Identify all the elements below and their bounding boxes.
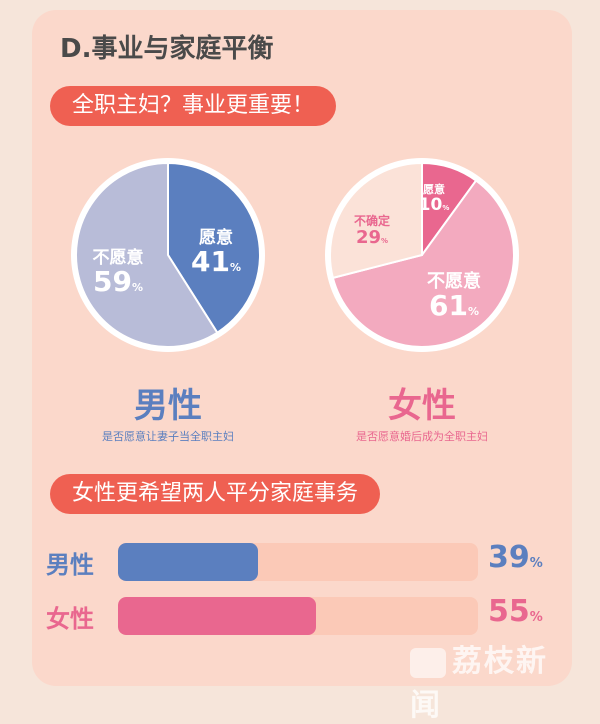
female-slice-value-1: 61%: [429, 289, 479, 322]
bar-value-female-pct-sign: %: [529, 610, 543, 625]
female-slice-value-0: 10%: [419, 195, 450, 215]
female-slice-label-2: 不确定: [354, 213, 390, 228]
section-title: D.事业与家庭平衡: [60, 34, 274, 64]
male-pie-title: 男性: [134, 386, 202, 426]
bar-value-male: 39%: [488, 540, 543, 575]
female-slice-value-2: 29%: [356, 227, 388, 248]
bar-value-female-number: 55: [488, 594, 530, 629]
subtitle-pill-career: 全职主妇？事业更重要！: [50, 86, 337, 126]
male-slice-1: [75, 161, 219, 348]
female-slice-1: [331, 179, 515, 348]
female-pie-title: 女性: [388, 386, 456, 426]
male-slice-label-1: 不愿意: [93, 247, 144, 268]
female-slice-2: [329, 161, 423, 280]
male-slice-label-0: 愿意: [199, 227, 233, 248]
bar-value-female: 55%: [488, 594, 543, 629]
bar-female: [118, 597, 316, 635]
bar-track-female: [118, 597, 478, 635]
watermark-icon: [410, 647, 446, 678]
female-slice-label-1: 不愿意: [427, 270, 481, 292]
male-slice-value-1: 59%: [93, 265, 143, 298]
subtitle-pill-housework: 女性更希望两人平分家庭事务: [50, 474, 381, 514]
male-slice-value-0: 41%: [191, 245, 241, 278]
male-pie-subtitle: 是否愿意让妻子当全职主妇: [102, 430, 234, 443]
bar-label-female: 女性: [46, 605, 94, 633]
female-slice-label-0: 愿意: [423, 182, 445, 196]
bar-label-male: 男性: [46, 551, 94, 579]
bar-male: [118, 543, 259, 581]
bar-value-male-pct-sign: %: [529, 556, 543, 571]
bar-value-male-number: 39: [488, 540, 530, 575]
watermark-logo: 荔枝新闻: [410, 636, 570, 723]
female-pie-subtitle: 是否愿意婚后成为全职主妇: [356, 430, 488, 443]
bar-track-male: [118, 543, 478, 581]
